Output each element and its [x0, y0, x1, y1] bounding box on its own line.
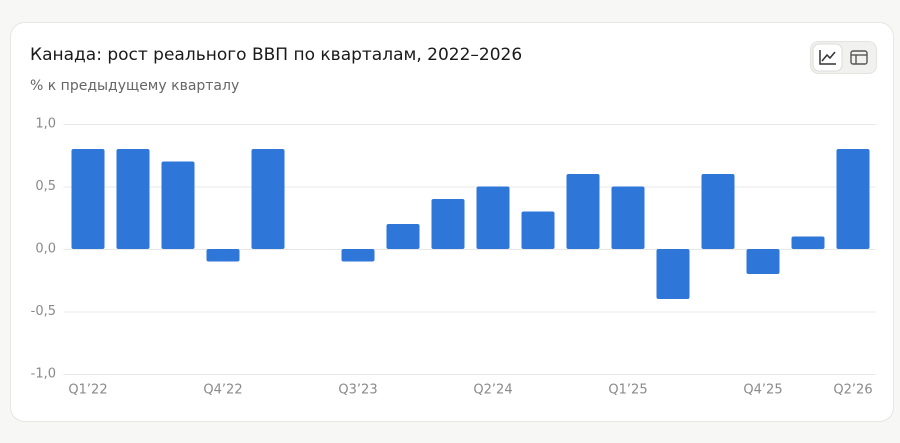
y-tick-label: 0,5	[35, 179, 56, 194]
chart-icon-line	[821, 51, 836, 62]
bar	[206, 249, 240, 262]
bar	[746, 249, 780, 274]
y-tick-label: 1,0	[35, 117, 56, 132]
bar	[386, 224, 420, 249]
bar	[791, 236, 825, 249]
chart-view-button[interactable]	[812, 43, 843, 72]
bar	[476, 186, 510, 249]
x-tick-label: Q1’22	[68, 383, 107, 398]
bar	[251, 149, 285, 249]
bar	[431, 199, 465, 249]
x-tick-label: Q1’25	[608, 383, 647, 398]
chart-icon	[819, 50, 836, 65]
bar	[566, 174, 600, 249]
bar	[116, 149, 150, 249]
bar	[161, 161, 195, 249]
x-tick-label: Q3’23	[338, 383, 377, 398]
table-icon	[850, 50, 868, 65]
bar	[521, 211, 555, 249]
bar	[701, 174, 735, 249]
x-tick-label: Q2’26	[833, 383, 872, 398]
y-tick-label: -1,0	[31, 367, 56, 382]
view-toggle	[810, 41, 877, 74]
y-tick-label: 0,0	[35, 242, 56, 257]
y-tick-label: -0,5	[31, 304, 56, 319]
x-tick-label: Q4’25	[743, 383, 782, 398]
x-tick-label: Q2’24	[473, 383, 512, 398]
chart-title: Канада: рост реального ВВП по кварталам,…	[30, 45, 522, 65]
x-tick-label: Q4’22	[203, 383, 242, 398]
bar	[341, 249, 375, 262]
bar	[71, 149, 105, 249]
bar	[836, 149, 870, 249]
table-view-button[interactable]	[845, 44, 873, 71]
chart-subtitle: % к предыдущему кварталу	[30, 78, 239, 94]
bar	[611, 186, 645, 249]
bar	[656, 249, 690, 299]
